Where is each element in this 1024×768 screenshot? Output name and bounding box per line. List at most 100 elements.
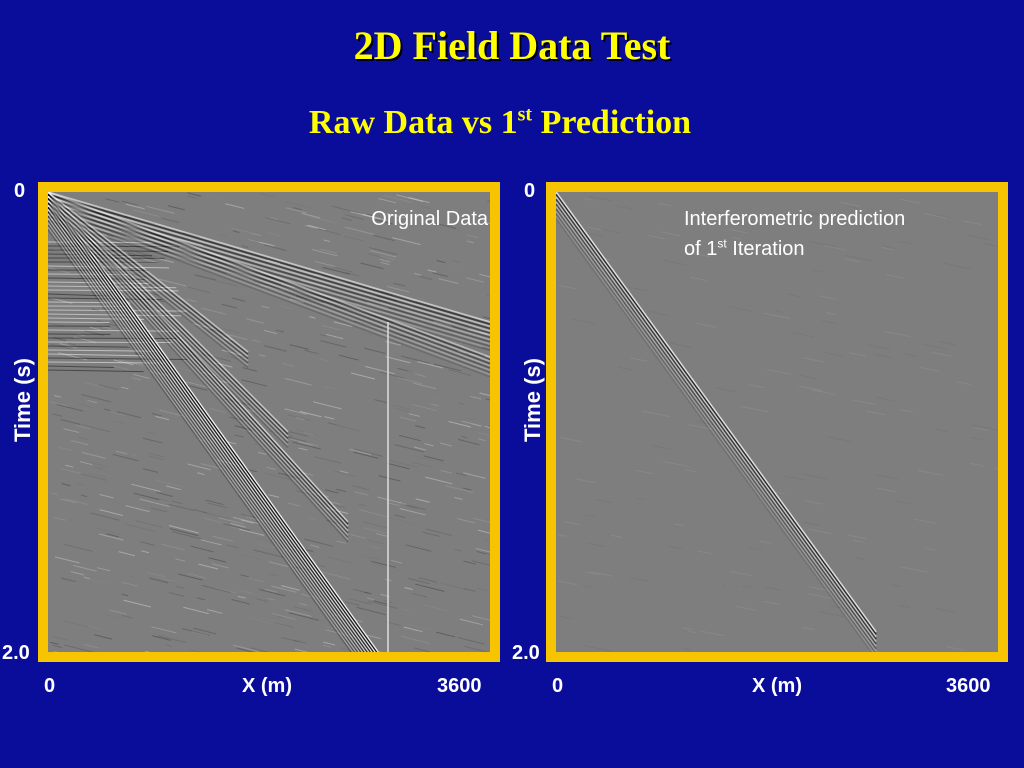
seismic-event [48, 213, 364, 652]
noise-streak [106, 234, 114, 238]
noise-streak [344, 235, 365, 242]
noise-streak [110, 411, 126, 416]
noise-streak [241, 245, 249, 248]
noise-streak [364, 347, 386, 355]
noise-streak [325, 626, 334, 630]
noise-streak [284, 377, 312, 386]
noise-streak [484, 221, 490, 225]
noise-streak [344, 226, 375, 235]
seismic-event [48, 206, 349, 538]
noise-streak [121, 200, 138, 206]
seismic-event [48, 200, 249, 362]
prediction-label-line2-end: Iteration [726, 238, 805, 260]
noise-streak [339, 470, 349, 474]
noise-streak [394, 407, 410, 413]
noise-band [48, 293, 110, 297]
noise-streak [452, 338, 464, 343]
noise-streak [557, 534, 567, 537]
noise-streak [285, 609, 312, 617]
noise-streak [246, 318, 265, 324]
noise-streak [324, 489, 339, 494]
noise-streak [408, 196, 430, 204]
noise-streak [914, 518, 937, 525]
noise-streak [322, 571, 351, 580]
noise-streak [336, 540, 346, 544]
prediction-seismic-image [556, 192, 998, 652]
noise-streak [187, 192, 202, 197]
predicted-event [556, 210, 877, 652]
noise-streak [281, 636, 300, 643]
noise-streak [855, 557, 866, 561]
noise-streak [848, 205, 859, 209]
noise-streak [415, 583, 445, 592]
noise-streak [94, 466, 103, 470]
noise-streak [54, 556, 80, 564]
noise-streak [178, 573, 203, 581]
noise-streak [82, 577, 110, 584]
noise-streak [470, 395, 482, 400]
noise-streak [463, 560, 476, 565]
noise-streak [457, 636, 485, 645]
noise-streak [256, 537, 278, 544]
predicted-event [556, 205, 877, 647]
noise-streak [393, 514, 406, 518]
noise-streak [65, 464, 74, 468]
noise-streak [762, 600, 781, 606]
noise-streak [197, 472, 205, 476]
subtitle-text: Raw Data vs 1 [308, 104, 518, 141]
right-x-axis-label: X (m) [752, 675, 802, 697]
noise-streak [294, 648, 309, 652]
subtitle-text-end: Prediction [532, 104, 692, 141]
noise-streak [387, 331, 415, 340]
noise-streak [289, 298, 304, 303]
noise-streak [974, 427, 989, 431]
noise-streak [319, 334, 328, 337]
noise-streak [477, 529, 490, 534]
noise-streak [479, 331, 490, 336]
noise-streak [423, 455, 444, 462]
noise-streak [401, 608, 410, 612]
noise-streak [266, 232, 281, 237]
noise-streak [240, 519, 254, 524]
noise-streak [201, 353, 231, 362]
seismic-event [48, 192, 349, 523]
noise-streak [558, 615, 574, 620]
noise-streak [875, 474, 899, 480]
noise-streak [221, 349, 242, 356]
noise-streak [232, 230, 240, 233]
noise-band [48, 345, 130, 348]
seismic-event [48, 195, 349, 527]
noise-streak [269, 216, 279, 221]
noise-streak [946, 646, 966, 651]
predicted-event [556, 208, 877, 650]
noise-streak [378, 576, 400, 582]
noise-streak [269, 573, 279, 577]
noise-streak [185, 384, 208, 391]
seismic-event [48, 222, 357, 652]
seismic-event [48, 204, 490, 336]
seismic-event [48, 195, 289, 437]
noise-streak [371, 560, 396, 568]
noise-streak [345, 272, 360, 277]
noise-streak [80, 494, 88, 498]
noise-streak [230, 522, 246, 528]
noise-streak [420, 205, 432, 210]
predicted-event [556, 198, 877, 640]
noise-streak [724, 447, 740, 452]
noise-streak [684, 251, 711, 258]
noise-streak [116, 450, 127, 455]
noise-streak [360, 262, 384, 270]
noise-streak [403, 303, 414, 307]
noise-streak [811, 269, 826, 274]
noise-streak [285, 201, 312, 209]
noise-streak [241, 379, 268, 387]
noise-streak [304, 224, 319, 230]
noise-streak [133, 209, 160, 217]
noise-streak [113, 365, 129, 371]
noise-streak [829, 605, 849, 610]
noise-streak [464, 645, 490, 652]
noise-band [48, 337, 178, 340]
noise-streak [455, 472, 467, 477]
noise-streak [271, 585, 297, 593]
noise-streak [994, 467, 998, 470]
